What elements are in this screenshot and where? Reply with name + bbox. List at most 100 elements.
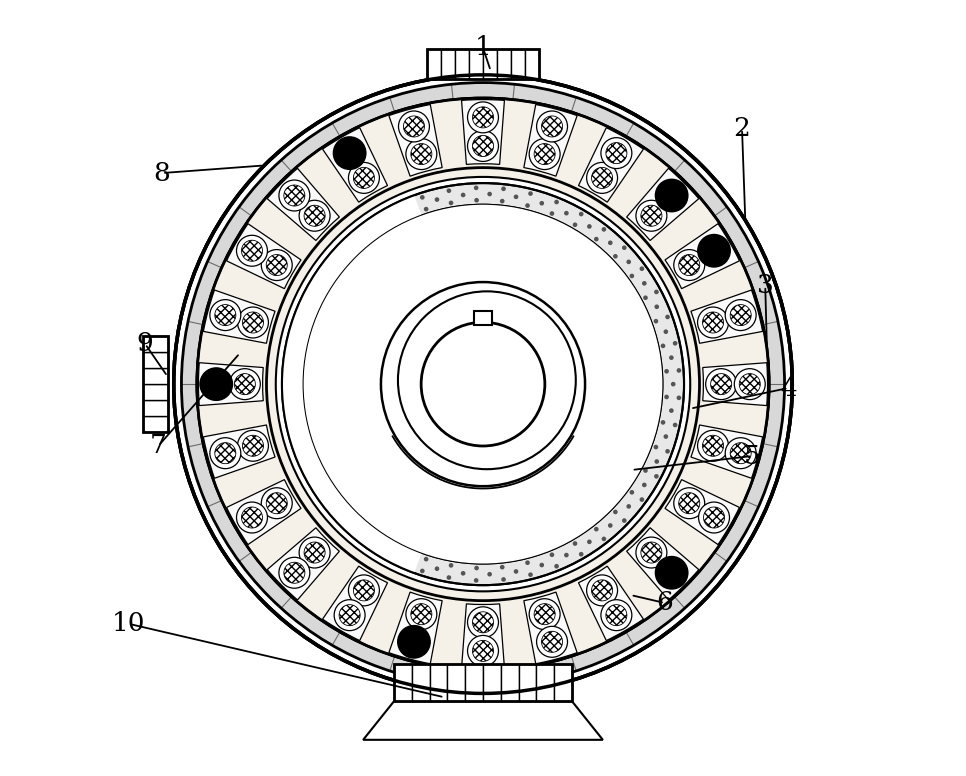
Bar: [427, 50, 440, 78]
Circle shape: [669, 355, 673, 360]
Wedge shape: [389, 592, 442, 663]
Circle shape: [654, 474, 659, 479]
Circle shape: [420, 569, 425, 573]
Circle shape: [655, 179, 688, 212]
Circle shape: [298, 407, 303, 412]
Circle shape: [702, 312, 724, 333]
Circle shape: [468, 130, 498, 161]
Circle shape: [357, 245, 362, 250]
Bar: [143, 384, 167, 400]
Circle shape: [564, 553, 569, 557]
Circle shape: [656, 557, 687, 588]
Circle shape: [237, 502, 268, 533]
Wedge shape: [691, 425, 762, 478]
Circle shape: [528, 191, 533, 196]
Circle shape: [242, 507, 263, 528]
Circle shape: [526, 203, 529, 208]
Circle shape: [197, 98, 769, 670]
Circle shape: [394, 559, 399, 563]
Wedge shape: [204, 425, 275, 478]
Circle shape: [381, 282, 585, 487]
Circle shape: [313, 471, 318, 476]
Circle shape: [284, 382, 289, 386]
Circle shape: [594, 237, 599, 241]
Circle shape: [325, 480, 329, 484]
Wedge shape: [627, 168, 698, 241]
Circle shape: [586, 162, 617, 193]
Circle shape: [564, 211, 569, 216]
Circle shape: [514, 195, 519, 199]
Circle shape: [200, 368, 233, 400]
Circle shape: [602, 536, 607, 541]
Circle shape: [711, 373, 731, 395]
Circle shape: [400, 217, 405, 221]
Circle shape: [487, 192, 492, 196]
Circle shape: [639, 266, 644, 271]
Circle shape: [534, 144, 555, 165]
Circle shape: [411, 604, 432, 625]
Circle shape: [501, 577, 506, 582]
Circle shape: [529, 599, 560, 629]
Circle shape: [378, 535, 383, 539]
Circle shape: [626, 504, 631, 509]
Text: 4: 4: [781, 376, 797, 400]
Circle shape: [698, 235, 729, 266]
Circle shape: [468, 607, 498, 638]
Circle shape: [587, 539, 592, 544]
Circle shape: [304, 205, 326, 227]
Circle shape: [327, 494, 331, 498]
Circle shape: [472, 136, 494, 157]
Circle shape: [656, 180, 687, 211]
Circle shape: [554, 564, 559, 569]
Wedge shape: [627, 528, 698, 600]
Circle shape: [698, 502, 729, 533]
Circle shape: [330, 255, 335, 260]
Circle shape: [210, 300, 241, 331]
Circle shape: [542, 116, 562, 137]
Circle shape: [214, 442, 236, 464]
Circle shape: [291, 395, 296, 400]
Circle shape: [672, 423, 677, 428]
Wedge shape: [579, 128, 643, 202]
Circle shape: [350, 528, 354, 532]
Circle shape: [261, 488, 293, 518]
Circle shape: [739, 373, 760, 395]
Circle shape: [487, 572, 492, 577]
Circle shape: [339, 143, 360, 164]
Circle shape: [472, 107, 494, 128]
Circle shape: [398, 625, 430, 658]
Circle shape: [528, 573, 533, 577]
Circle shape: [500, 199, 504, 203]
Circle shape: [371, 219, 376, 223]
Circle shape: [339, 605, 360, 625]
Wedge shape: [268, 528, 339, 600]
Circle shape: [242, 241, 263, 262]
Wedge shape: [702, 362, 768, 406]
Bar: [466, 664, 483, 702]
Circle shape: [586, 575, 617, 606]
Bar: [554, 664, 572, 702]
Circle shape: [639, 497, 644, 502]
Circle shape: [237, 235, 268, 266]
Circle shape: [302, 317, 306, 321]
Bar: [497, 50, 511, 78]
Circle shape: [303, 432, 308, 437]
Circle shape: [238, 307, 269, 338]
Circle shape: [468, 636, 498, 667]
Circle shape: [636, 200, 667, 231]
Circle shape: [697, 234, 730, 267]
Circle shape: [303, 205, 663, 563]
Circle shape: [643, 296, 648, 300]
Circle shape: [626, 259, 631, 264]
Circle shape: [242, 435, 264, 456]
Circle shape: [340, 500, 344, 504]
Wedge shape: [524, 105, 577, 176]
Circle shape: [539, 201, 544, 206]
Circle shape: [206, 373, 227, 395]
Wedge shape: [323, 566, 387, 640]
Circle shape: [703, 241, 724, 262]
Circle shape: [550, 211, 554, 216]
Circle shape: [446, 575, 451, 580]
Circle shape: [235, 373, 255, 395]
Circle shape: [536, 111, 567, 142]
